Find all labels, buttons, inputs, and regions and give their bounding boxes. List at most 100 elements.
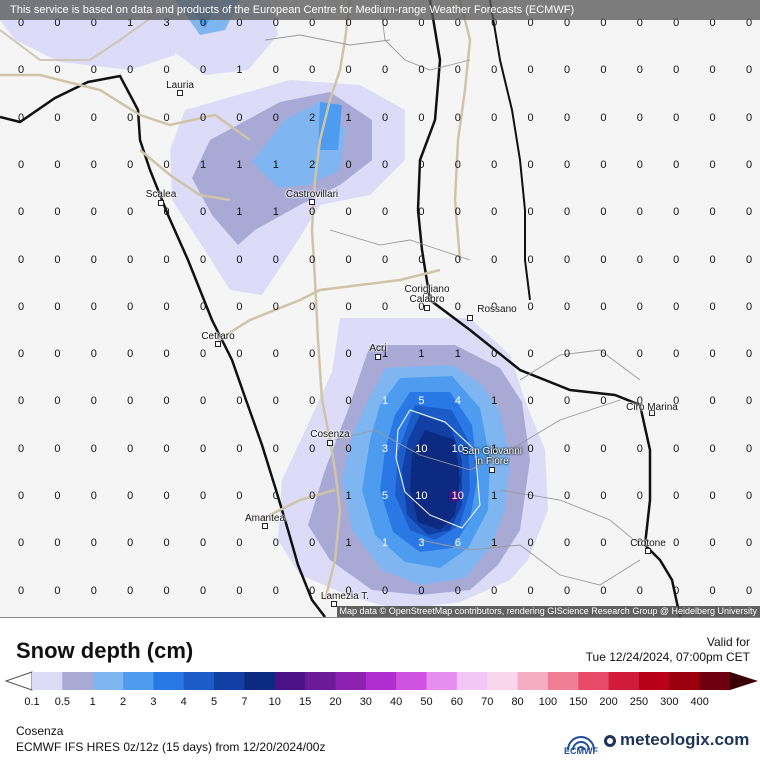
grid-value: 0 — [527, 442, 534, 455]
map-attribution[interactable]: Map data © OpenStreetMap contributors, r… — [336, 606, 760, 617]
colorbar-tick-label: 300 — [660, 696, 679, 708]
grid-value: 0 — [199, 206, 207, 219]
grid-value: 0 — [527, 348, 534, 361]
grid-value: 0 — [127, 395, 134, 408]
grid-value: 0 — [636, 253, 643, 266]
grid-value: 0 — [745, 442, 753, 455]
grid-value: 0 — [636, 300, 643, 313]
grid-value: 0 — [600, 111, 607, 124]
grid-value: 0 — [709, 395, 716, 408]
grid-value: 0 — [491, 158, 498, 171]
grid-value: 0 — [90, 64, 97, 77]
grid-value: 0 — [236, 584, 243, 597]
grid-value: 0 — [272, 17, 279, 29]
grid-value: 0 — [527, 490, 534, 502]
grid-value: 0 — [163, 253, 170, 266]
grid-value: 0 — [272, 584, 279, 597]
grid-value: 0 — [236, 348, 243, 361]
snow-shading — [0, 0, 548, 610]
model-run-info: ECMWF IFS HRES 0z/12z (15 days) from 12/… — [16, 740, 326, 754]
grid-value: 0 — [90, 490, 97, 502]
grid-value: 1 — [345, 490, 352, 502]
grid-value: 0 — [600, 17, 607, 29]
valid-time: Tue 12/24/2024, 07:00pm CET — [585, 650, 750, 664]
grid-value: 0 — [54, 395, 61, 408]
grid-value: 0 — [17, 206, 25, 219]
valid-for-label: Valid for — [706, 635, 750, 649]
colorbar-segment — [244, 672, 276, 690]
grid-value: 0 — [454, 111, 461, 124]
city-label: Cirò Marina — [626, 402, 678, 413]
grid-value: 0 — [673, 300, 680, 313]
grid-value: 1 — [127, 17, 134, 29]
grid-value: 0 — [745, 490, 753, 502]
grid-value: 0 — [199, 395, 207, 408]
colorbar-tick-label: 70 — [481, 696, 494, 708]
grid-value: 1 — [236, 158, 243, 171]
grid-value: 0 — [673, 17, 680, 29]
colorbar-tick-label: 10 — [268, 696, 281, 708]
grid-value: 0 — [90, 300, 97, 313]
colorbar-tick-label: 0.5 — [54, 696, 70, 708]
grid-value: 0 — [54, 300, 61, 313]
grid-value: 0 — [673, 537, 680, 550]
grid-value: 0 — [709, 206, 716, 219]
grid-value: 0 — [418, 584, 425, 597]
grid-value: 0 — [309, 17, 316, 29]
colorbar-segment — [517, 672, 549, 690]
grid-value: 0 — [563, 206, 571, 219]
grid-value: 0 — [127, 158, 134, 171]
grid-value: 0 — [563, 490, 571, 502]
grid-value: 1 — [454, 348, 461, 361]
grid-value: 0 — [127, 442, 134, 455]
grid-value: 0 — [381, 17, 389, 29]
grid-value: 1 — [381, 348, 389, 361]
grid-value: 0 — [418, 253, 425, 266]
grid-value: 0 — [600, 206, 607, 219]
city-label: Corigliano Calabro — [404, 284, 450, 305]
city-marker — [215, 341, 221, 347]
colorbar-segment — [456, 672, 488, 690]
grid-value: 0 — [673, 253, 680, 266]
city-marker — [309, 199, 315, 205]
grid-value: 0 — [636, 64, 643, 77]
grid-value: 0 — [745, 111, 753, 124]
grid-value: 0 — [745, 395, 753, 408]
grid-value: 0 — [673, 442, 680, 455]
grid-value: 0 — [54, 158, 61, 171]
grid-value: 0 — [127, 300, 134, 313]
grid-value: 10 — [451, 442, 464, 455]
grid-value: 10 — [451, 490, 464, 502]
colorbar-segment — [274, 672, 306, 690]
colorbar-tick-label: 4 — [180, 696, 187, 708]
grid-value: 6 — [454, 537, 461, 550]
grid-value: 0 — [527, 395, 534, 408]
grid-value: 0 — [709, 17, 716, 29]
meteologix-brand[interactable]: meteologix.com — [620, 730, 750, 749]
roads — [0, 0, 472, 601]
grid-value: 0 — [381, 111, 389, 124]
grid-value: 0 — [527, 64, 534, 77]
grid-value: 0 — [90, 17, 97, 29]
city-label: Amantea — [244, 513, 286, 524]
grid-value: 0 — [709, 348, 716, 361]
grid-value: 0 — [418, 17, 425, 29]
grid-value: 0 — [673, 348, 680, 361]
color-scale-bar — [4, 671, 758, 691]
grid-value: 0 — [236, 17, 243, 29]
grid-value: 0 — [127, 253, 134, 266]
colorbar-segment — [335, 672, 367, 690]
grid-value: 0 — [709, 584, 716, 597]
colorbar-tick-label: 0.1 — [24, 696, 40, 708]
city-marker — [467, 315, 473, 321]
grid-value: 0 — [709, 111, 716, 124]
grid-value: 0 — [54, 442, 61, 455]
grid-value: 0 — [17, 253, 25, 266]
grid-value: 0 — [345, 348, 352, 361]
colorbar-tick-label: 150 — [569, 696, 588, 708]
grid-value: 0 — [709, 442, 716, 455]
colorbar-segment — [578, 672, 610, 690]
grid-value: 0 — [745, 158, 753, 171]
grid-value: 1 — [236, 64, 243, 77]
